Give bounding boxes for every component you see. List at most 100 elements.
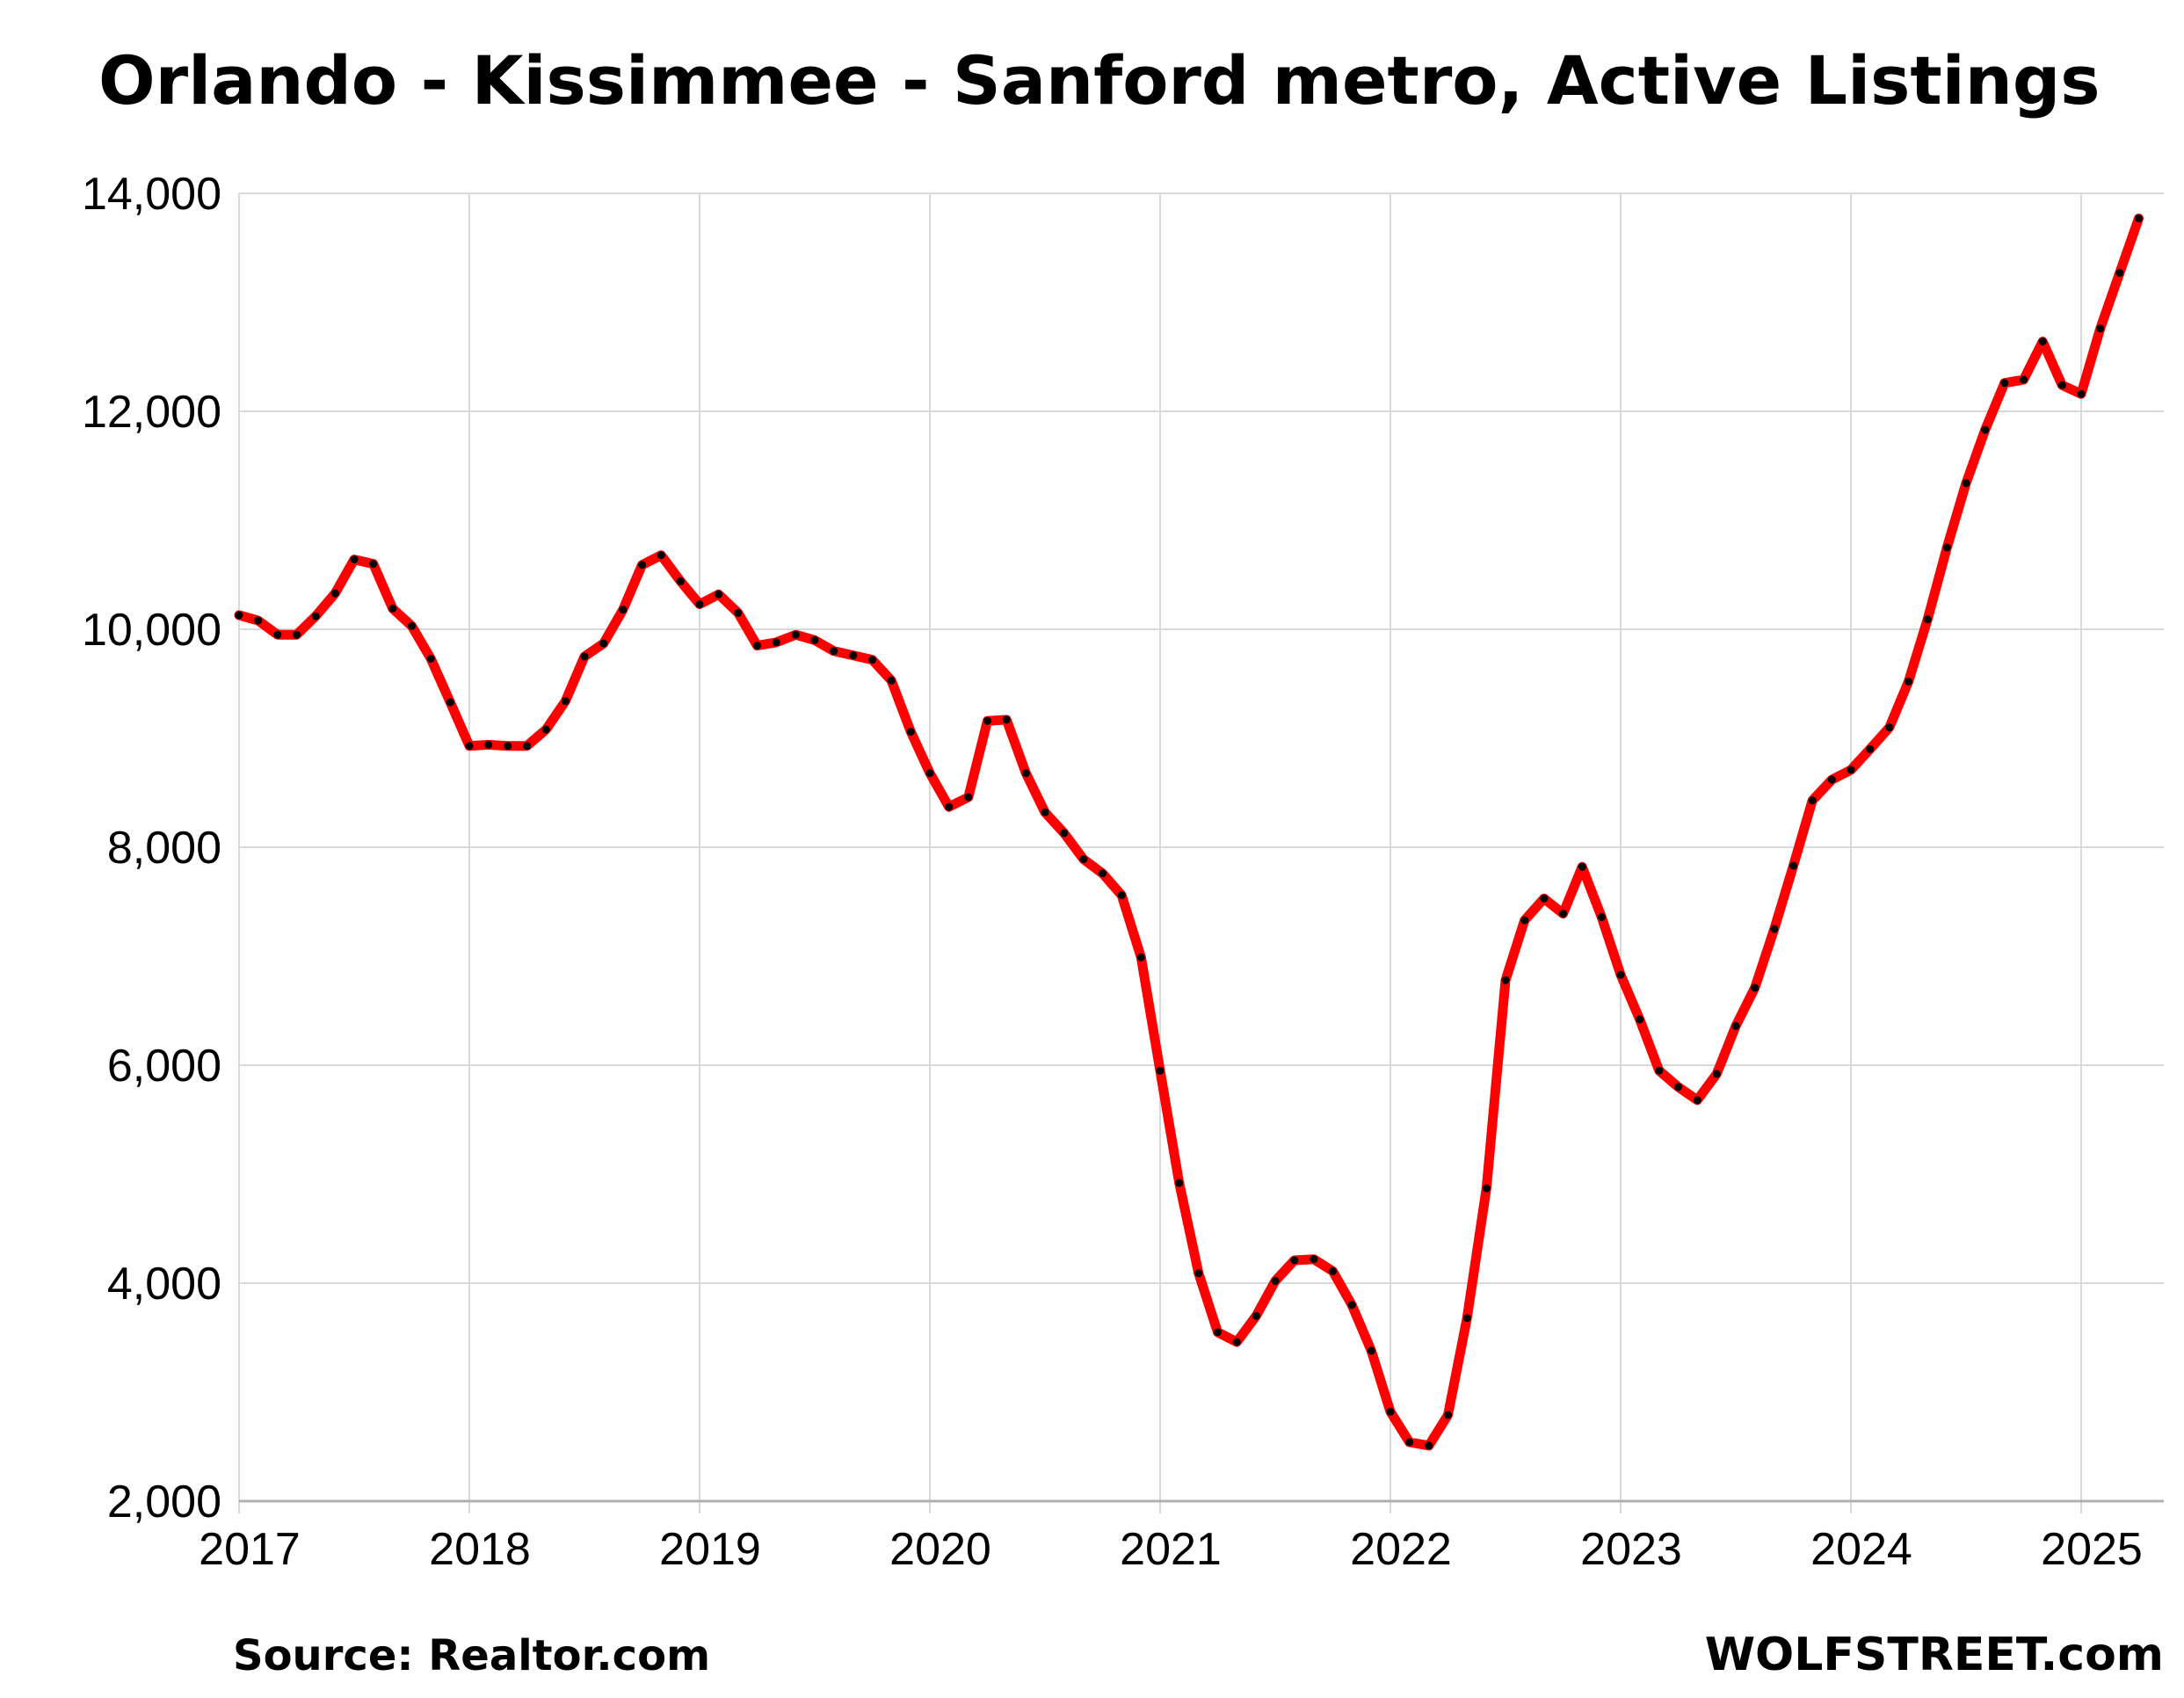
data-point [810,635,819,644]
data-point [1827,775,1836,784]
data-point [1578,862,1586,871]
data-point [695,600,704,608]
data-point [657,551,665,560]
chart-title: Orlando - Kissimmee - Sanford metro, Act… [98,41,2100,120]
data-point [1444,1411,1452,1419]
data-point [2096,324,2105,333]
data-point [541,725,550,734]
y-tick-label: 10,000 [82,605,221,656]
data-point [1386,1407,1395,1416]
data-point [791,630,800,639]
data-point [2115,269,2124,277]
data-point [849,651,858,660]
data-point [619,606,628,614]
y-tick-label: 4,000 [107,1259,221,1310]
data-point [1923,615,1932,624]
data-point [1156,1066,1165,1075]
data-point [1770,925,1779,933]
data-point [887,676,896,685]
data-point [1789,861,1797,870]
y-tick-label: 8,000 [107,823,221,874]
data-point [2135,214,2143,222]
y-axis-tick-labels: 2,000 4,000 6,000 8,000 10,000 12,000 14,000 [82,169,221,1527]
data-point [925,769,934,778]
data-point [1079,855,1088,864]
y-tick-label: 14,000 [82,169,221,220]
data-point [945,802,954,811]
data-point [772,638,780,647]
data-point [561,697,570,706]
data-point [1310,1255,1318,1264]
data-point [1252,1311,1260,1320]
data-point [465,742,474,751]
data-point [1885,723,1894,732]
data-point [1559,910,1567,918]
source-label: Source: Realtor.com [233,1631,710,1680]
data-point [1674,1083,1682,1092]
data-point [254,616,263,625]
data-point [293,630,301,639]
data-point [1942,543,1951,552]
data-point [983,716,991,725]
data-point [330,589,339,598]
data-point [1367,1346,1375,1355]
data-point [1214,1328,1222,1337]
data-point [715,590,723,599]
data-point [676,577,685,585]
data-point [868,656,876,664]
data-point [1462,1314,1471,1323]
data-point [580,652,589,661]
data-point [504,742,512,751]
data-point [753,642,761,650]
data-point [1712,1070,1721,1078]
data-point [1962,479,1970,488]
data-point [599,639,608,648]
data-point [484,740,493,749]
data-point [1981,425,1990,434]
data-point [1520,916,1529,925]
data-point [1482,1184,1491,1193]
data-point [830,647,838,656]
data-point [2000,379,2009,388]
data-point [1021,769,1030,778]
y-tick-label: 12,000 [82,387,221,438]
data-point [1905,678,1912,686]
data-point [1693,1096,1701,1105]
data-point [1271,1277,1280,1285]
data-point [1175,1179,1184,1187]
data-point [1425,1441,1433,1450]
x-tick-label: 2019 [659,1524,761,1575]
x-axis-tick-labels: 2017 2018 2019 2020 2021 2022 2023 2024 2025 [199,1524,2143,1575]
data-point [1290,1256,1299,1265]
data-point [311,612,320,620]
x-tick-label: 2021 [1120,1524,1222,1575]
data-point [1616,970,1625,979]
data-point [2038,337,2047,346]
data-point [1540,894,1549,903]
grid-lines [238,192,2164,1513]
data-point [1136,953,1145,961]
data-point [2077,389,2086,398]
x-tick-label: 2017 [199,1524,301,1575]
data-point [1117,891,1126,900]
data-point [235,611,243,620]
data-point [523,742,531,751]
x-tick-label: 2022 [1350,1524,1452,1575]
data-point [426,655,435,663]
data-point [1501,976,1510,984]
x-tick-label: 2020 [889,1524,991,1575]
data-point [638,561,646,570]
watermark: WOLFSTREET.com [1705,1629,2164,1681]
data-point [273,630,282,639]
data-point [1002,715,1011,724]
data-point [906,728,915,737]
x-tick-label: 2018 [429,1524,531,1575]
data-point [1866,744,1875,753]
data-point [388,604,397,613]
data-point [1731,1021,1740,1030]
x-tick-label: 2024 [1810,1524,1912,1575]
data-point [1060,829,1069,838]
data-point [408,621,416,630]
data-point [1751,983,1760,992]
